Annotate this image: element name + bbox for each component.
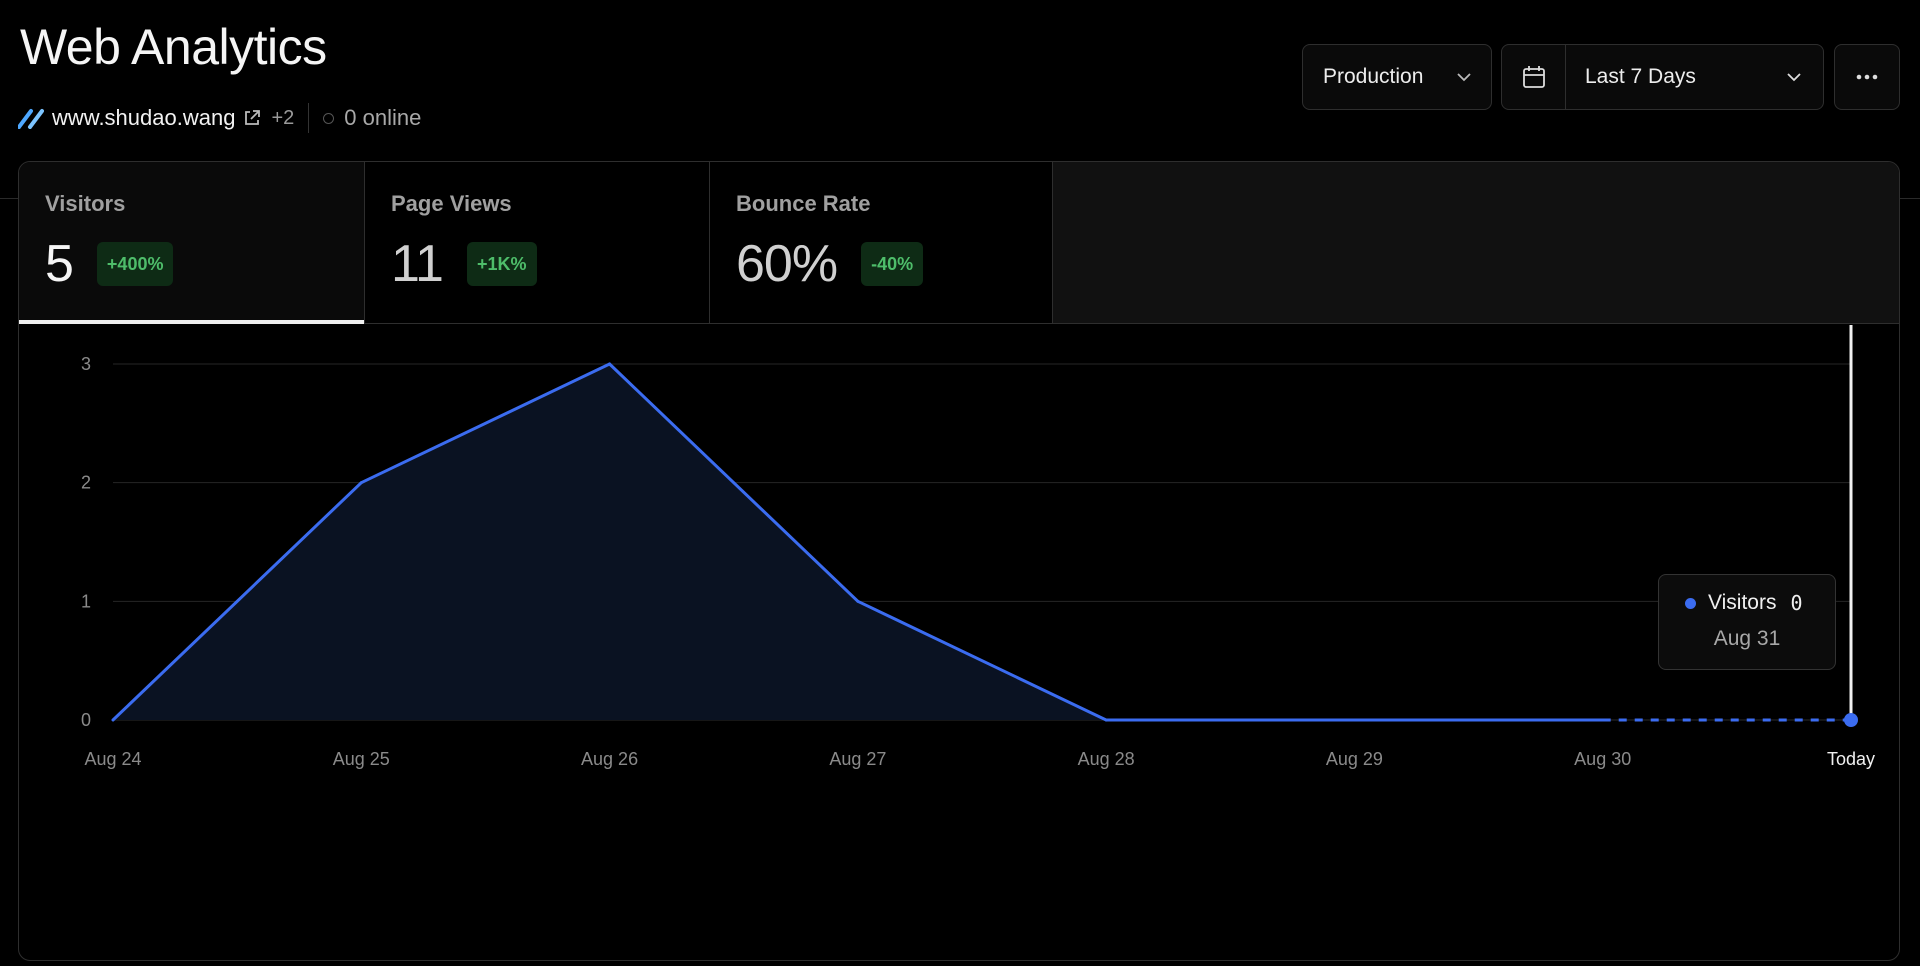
- visitors-chart[interactable]: 0 1 2 3 Aug 24 Aug 25 Aug 26 Aug 27 Aug 28 Aug 29…: [19, 325, 1899, 960]
- tooltip-date: Aug 31: [1713, 627, 1781, 650]
- x-tick-label: Aug 26: [581, 749, 638, 769]
- metric-label: Visitors: [45, 191, 126, 216]
- metric-value: 5: [45, 235, 74, 293]
- metric-tab-visitors[interactable]: Visitors 5 +400%: [19, 162, 365, 324]
- y-tick-label: 0: [81, 710, 91, 730]
- environment-select[interactable]: Production: [1302, 44, 1492, 110]
- divider: [308, 103, 310, 133]
- metric-tab-page-views[interactable]: Page Views 11 +1K%: [365, 162, 710, 323]
- online-status-icon: [323, 112, 335, 124]
- metric-tabs-filler: [1053, 162, 1899, 323]
- series-area: [113, 364, 1603, 720]
- date-range-select[interactable]: Last 7 Days: [1566, 65, 1823, 89]
- metric-tab-bounce-rate[interactable]: Bounce Rate 60% -40%: [710, 162, 1053, 323]
- data-point: [1844, 713, 1858, 727]
- metric-label: Bounce Rate: [736, 191, 871, 216]
- series-color-dot: [1685, 597, 1696, 609]
- project-row: www.shudao.wang +2 0 online: [18, 103, 421, 133]
- x-tick-label: Aug 24: [84, 749, 141, 769]
- y-tick-label: 1: [81, 591, 91, 611]
- x-tick-label: Aug 30: [1574, 749, 1631, 769]
- metric-value: 11: [391, 235, 444, 293]
- metric-label: Page Views: [391, 191, 512, 216]
- metric-value: 60%: [736, 235, 838, 293]
- y-tick-label: 3: [81, 354, 91, 374]
- x-tick-label: Aug 25: [333, 749, 390, 769]
- series-line-segment: [608, 362, 860, 603]
- series-line-segment: [856, 599, 1108, 722]
- domain-link[interactable]: www.shudao.wang: [52, 105, 236, 130]
- x-tick-label: Aug 28: [1078, 749, 1135, 769]
- chart-tooltip: Visitors 0 Aug 31: [1658, 574, 1836, 670]
- calendar-button[interactable]: [1502, 45, 1566, 109]
- date-range-group: Last 7 Days: [1501, 44, 1824, 110]
- tooltip-series: Visitors: [1708, 591, 1777, 614]
- chevron-down-icon: [1787, 73, 1801, 82]
- more-horizontal-icon: [1856, 74, 1878, 80]
- more-domains-count[interactable]: +2: [271, 106, 295, 129]
- change-badge: -40%: [861, 242, 924, 286]
- change-badge: +1K%: [466, 242, 537, 286]
- chart-svg: 0 1 2 3 Aug 24 Aug 25 Aug 26 Aug 27 Aug 28 Aug 29…: [81, 325, 1875, 769]
- online-count: 0 online: [344, 105, 422, 130]
- y-tick-label: 2: [81, 473, 91, 493]
- external-link-icon[interactable]: [243, 109, 261, 127]
- project-logo-icon: [18, 109, 44, 129]
- series-line-segment: [359, 362, 612, 485]
- metric-tabs: Visitors 5 +400% Page Views 11 +1K% Boun…: [19, 162, 1899, 324]
- analytics-card: Visitors 5 +400% Page Views 11 +1K% Boun…: [18, 161, 1900, 961]
- x-tick-label: Aug 27: [829, 749, 886, 769]
- page-title: Web Analytics: [20, 19, 327, 75]
- x-tick-label: Today: [1827, 749, 1875, 769]
- environment-label: Production: [1323, 65, 1424, 88]
- more-options-button[interactable]: [1834, 44, 1900, 110]
- tooltip-value: 0: [1790, 591, 1803, 615]
- change-badge: +400%: [96, 242, 174, 286]
- chevron-down-icon: [1457, 73, 1471, 82]
- series-line-segment: [111, 481, 363, 722]
- calendar-icon: [1522, 66, 1545, 88]
- date-range-label: Last 7 Days: [1585, 65, 1696, 88]
- x-tick-label: Aug 29: [1326, 749, 1383, 769]
